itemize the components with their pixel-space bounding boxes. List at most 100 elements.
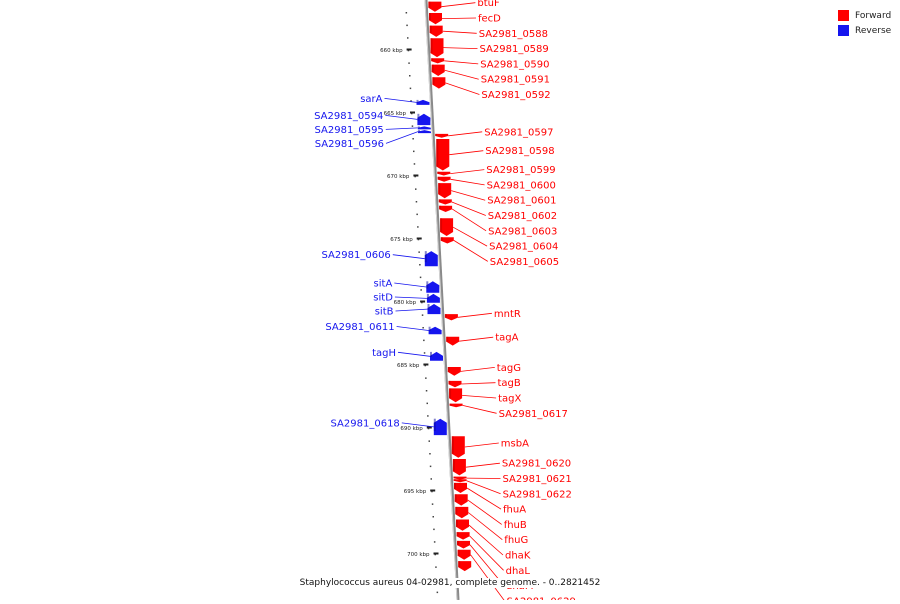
gene-label[interactable]: SA2981_0595	[315, 125, 384, 136]
gene-label[interactable]: dhaK	[505, 551, 531, 562]
gene-label[interactable]: SA2981_0591	[481, 75, 550, 86]
gene-label[interactable]: SA2981_0602	[488, 211, 557, 222]
label-connector	[467, 488, 501, 509]
gene-label[interactable]: SA2981_0589	[480, 44, 549, 55]
gene-label[interactable]: SA2981_0592	[481, 90, 550, 101]
scale-dot	[420, 277, 422, 279]
gene-label[interactable]: SA2981_0600	[487, 180, 556, 191]
scale-dot	[427, 403, 429, 405]
gene-label[interactable]: SA2981_0599	[486, 165, 555, 176]
scale-dot	[423, 340, 425, 342]
gene-shade	[454, 477, 456, 479]
label-connector	[451, 191, 485, 201]
gene-label[interactable]: sitD	[373, 293, 393, 304]
label-connector	[395, 297, 427, 298]
scale-dot	[433, 516, 435, 518]
scale-dot	[412, 125, 414, 127]
legend-reverse: Reverse	[838, 23, 891, 38]
scale-dot	[413, 151, 415, 153]
gene-label[interactable]: SA2981_0604	[489, 242, 558, 253]
gene-label[interactable]: mntR	[494, 309, 521, 320]
gene-shade	[428, 2, 430, 8]
gene-label[interactable]: SA2981_0601	[487, 196, 556, 207]
gene-label[interactable]: fhuB	[504, 520, 527, 531]
gene-label[interactable]: SA2981_0611	[325, 322, 394, 333]
gene-label[interactable]: SA2981_0598	[485, 146, 554, 157]
scale-dot	[409, 75, 411, 77]
gene-label[interactable]: SA2981_0618	[331, 418, 400, 429]
gene-label[interactable]: tagH	[372, 348, 396, 359]
gene-label[interactable]: sitB	[375, 307, 394, 318]
gene-shade	[458, 561, 460, 567]
label-connector	[452, 209, 486, 231]
gene-label[interactable]: SA2981_0603	[488, 226, 557, 237]
gene-shade	[418, 126, 420, 128]
label-connector	[466, 463, 500, 467]
gene-shade	[457, 541, 459, 545]
gene-label[interactable]: tagX	[498, 394, 521, 405]
scale-tick-label: 680 kbp	[394, 300, 417, 306]
gene-label[interactable]: tagB	[498, 378, 521, 389]
gene-label[interactable]: SA2981_0621	[503, 474, 572, 485]
gene-label[interactable]: tagA	[495, 333, 518, 344]
gene-label[interactable]: msbA	[501, 439, 529, 450]
gene-shade	[438, 183, 440, 194]
gene-label[interactable]: dhaL	[506, 566, 531, 577]
label-connector	[444, 61, 478, 64]
gene-label[interactable]: SA2981_0620	[502, 459, 571, 470]
gene-shade	[452, 436, 454, 453]
gene-label[interactable]: SA2981_0617	[499, 409, 568, 420]
gene-label[interactable]: SA2981_0597	[484, 127, 553, 138]
legend-forward-label: Forward	[855, 11, 891, 21]
gene-shade	[438, 177, 440, 180]
label-connector	[451, 179, 485, 185]
scale-tick	[434, 553, 439, 555]
gene-shade	[456, 520, 458, 527]
label-connector	[448, 132, 482, 136]
scale-tick	[420, 301, 425, 303]
scale-dot	[420, 289, 422, 291]
gene-label[interactable]: SA2981_0606	[322, 250, 391, 261]
gene-label[interactable]: SA2981_0596	[315, 139, 384, 150]
gene-shade	[454, 483, 456, 489]
scale-tick-label: 685 kbp	[397, 363, 420, 369]
gene-label[interactable]: sarA	[360, 94, 382, 105]
gene-label[interactable]: SA2981_0590	[480, 59, 549, 70]
gene-shade	[436, 139, 438, 167]
label-connector	[452, 202, 486, 216]
gene-label[interactable]: SA2981_0622	[503, 489, 572, 500]
scale-dot	[429, 453, 431, 455]
gene-label[interactable]: fhuG	[504, 535, 528, 546]
label-connector	[449, 151, 483, 155]
label-connector	[394, 283, 426, 287]
gene-label[interactable]: fhuA	[503, 505, 526, 516]
scale-tick-label: 660 kbp	[380, 48, 403, 54]
gene-shade	[427, 294, 429, 299]
scale-dot	[426, 390, 428, 392]
label-connector	[443, 31, 477, 33]
scale-dot	[437, 592, 439, 594]
scale-tick	[407, 49, 412, 51]
gene-label[interactable]: btuF	[477, 0, 500, 9]
gene-shade	[434, 419, 436, 431]
scale-dot	[431, 478, 433, 480]
scale-tick	[430, 490, 435, 492]
gene-label[interactable]: SA2981_0629	[507, 596, 576, 600]
scale-dot	[429, 440, 431, 442]
gene-label[interactable]: sitA	[374, 279, 393, 290]
gene-label[interactable]: SA2981_0605	[490, 257, 559, 268]
gene-shade	[439, 199, 441, 202]
label-connector	[462, 395, 496, 398]
gene-label[interactable]: tagG	[497, 363, 521, 374]
label-connector	[461, 367, 495, 371]
gene-label[interactable]: SA2981_0588	[479, 29, 548, 40]
scale-dot	[416, 201, 418, 203]
gene-shade	[430, 26, 432, 33]
gene-label[interactable]: fecD	[478, 14, 501, 25]
reverse-swatch	[838, 25, 849, 36]
scale-tick	[410, 112, 415, 114]
legend-reverse-label: Reverse	[855, 26, 891, 36]
gene-shade	[429, 13, 431, 20]
scale-dot	[407, 37, 409, 39]
gene-label[interactable]: SA2981_0594	[314, 111, 383, 122]
